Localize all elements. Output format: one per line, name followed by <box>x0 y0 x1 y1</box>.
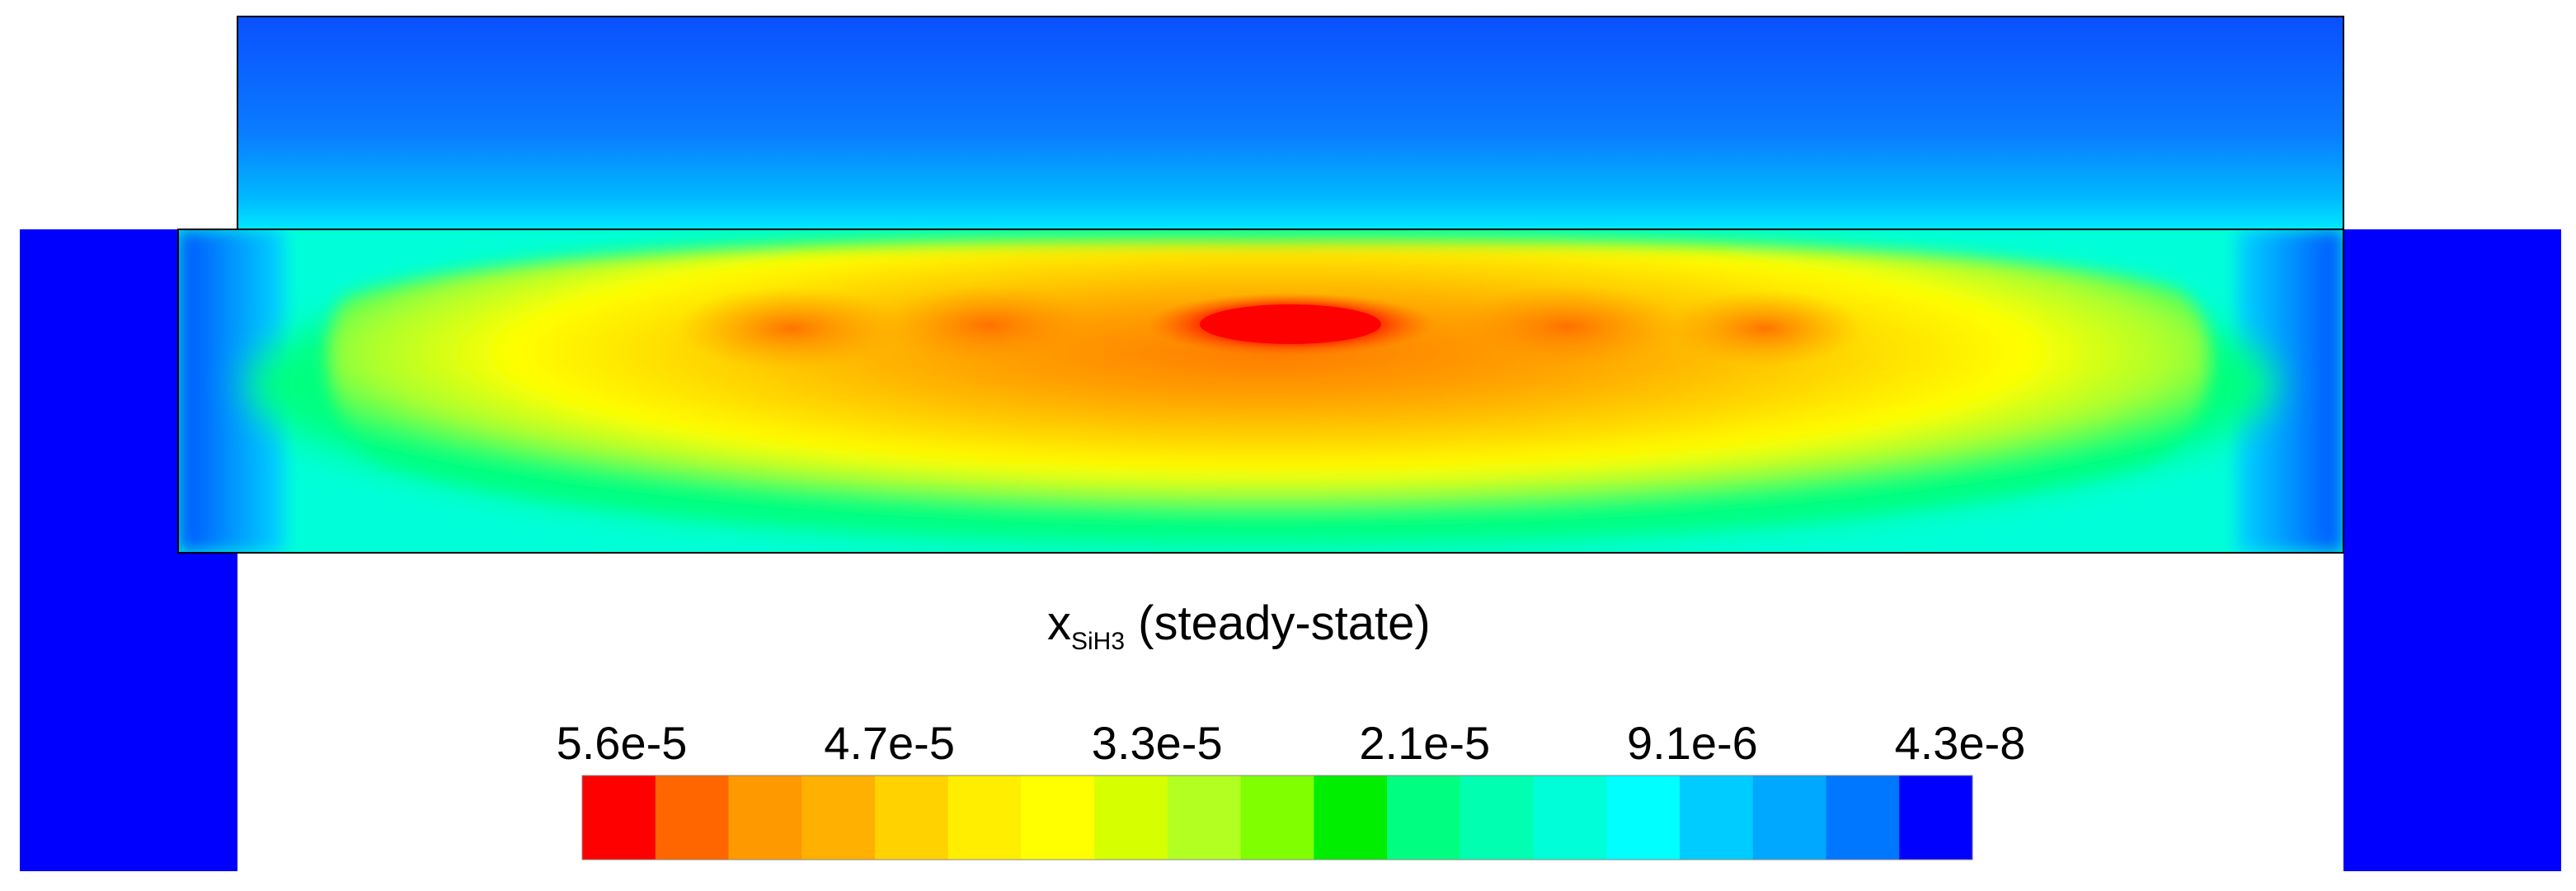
colorbar-swatch <box>1240 776 1314 860</box>
colorbar-swatch <box>1460 776 1535 860</box>
colorbar-swatch <box>728 776 802 860</box>
colorbar-swatch <box>1680 776 1754 860</box>
colorbar-swatch <box>1606 776 1681 860</box>
colorbar-swatch <box>947 776 1022 860</box>
colorbar <box>581 775 1973 860</box>
colorbar-tick-label: 9.1e-6 <box>1627 717 1758 769</box>
colorbar-tick-label: 2.1e-5 <box>1359 717 1490 769</box>
colorbar-swatch <box>1021 776 1095 860</box>
colorbar-tick-label: 3.3e-5 <box>1092 717 1223 769</box>
right-wall-region <box>2343 229 2561 871</box>
colorbar-swatch <box>801 776 876 860</box>
colorbar-swatch <box>1826 776 1900 860</box>
colorbar-outline <box>581 775 1973 860</box>
colorbar-tick-label: 5.6e-5 <box>557 717 688 769</box>
colorbar-swatch <box>655 776 730 860</box>
colorbar-swatch <box>582 776 656 860</box>
upper-chamber-region <box>237 16 2344 230</box>
colorbar-swatch <box>1387 776 1461 860</box>
colorbar-swatch <box>1752 776 1827 860</box>
colorbar-tick-label: 4.3e-8 <box>1895 717 2026 769</box>
colorbar-swatch <box>1167 776 1242 860</box>
colorbar-swatch <box>1094 776 1168 860</box>
colorbar-swatch <box>1899 776 1973 860</box>
colorbar-tick-labels: 5.6e-5 4.7e-5 3.3e-5 2.1e-5 9.1e-6 4.3e-8 <box>557 717 2026 769</box>
colorbar-swatch <box>1533 776 1607 860</box>
concentration-blob <box>327 240 2211 535</box>
colorbar-tick-label: 4.7e-5 <box>824 717 955 769</box>
channel-region <box>178 229 2343 553</box>
colorbar-swatch <box>874 776 949 860</box>
field-title: xSiH3 (steady-state) <box>1047 596 1431 655</box>
colorbar-swatch <box>1314 776 1388 860</box>
